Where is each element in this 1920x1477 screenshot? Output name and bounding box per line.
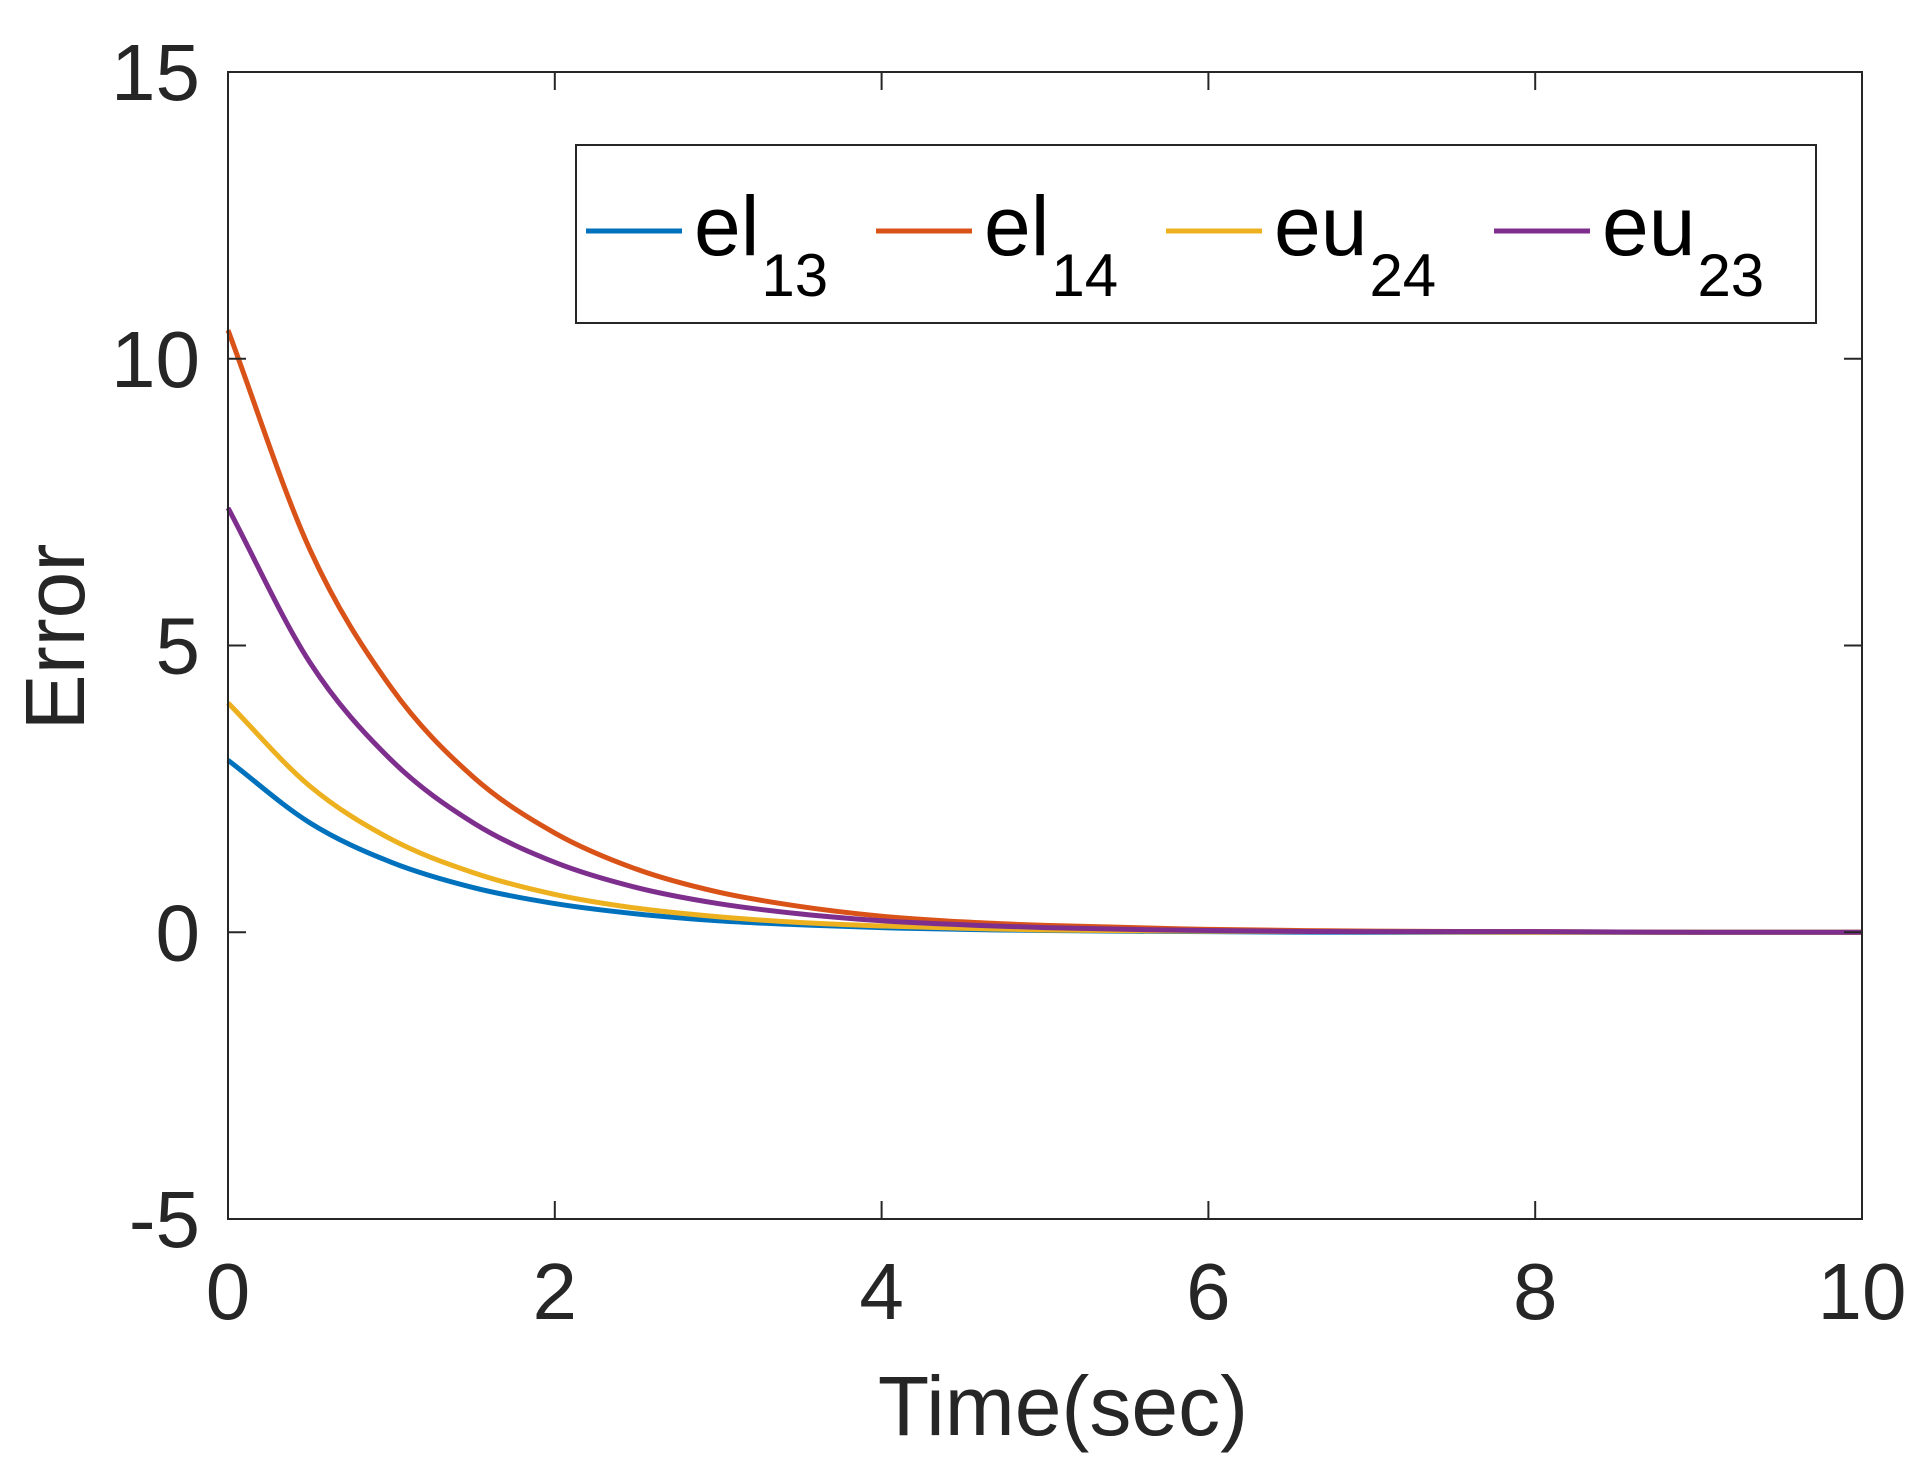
y-tick-label: -5: [129, 1175, 200, 1264]
y-tick-label: 5: [156, 602, 201, 691]
y-tick-label: 0: [156, 888, 201, 977]
y-axis-label: Error: [8, 544, 102, 731]
x-axis-label: Time(sec): [878, 1359, 1248, 1453]
legend-label-eu23: eu: [1602, 179, 1695, 273]
y-tick-label: 15: [111, 28, 200, 117]
series-layer: [225, 329, 1862, 935]
legend-subscript-eu24: 24: [1369, 242, 1436, 309]
legend-label-el13: el: [694, 179, 759, 273]
legend-subscript-el13: 13: [761, 242, 828, 309]
legend-box: [575, 144, 1817, 324]
legend-subscript-eu23: 23: [1697, 242, 1764, 309]
x-tick-label: 2: [533, 1247, 578, 1336]
legend-label-el14: el: [984, 179, 1049, 273]
legend-subscript-el14: 14: [1051, 242, 1118, 309]
x-tick-label: 8: [1513, 1247, 1558, 1336]
x-tick-label: 4: [859, 1247, 904, 1336]
y-tick-label: 10: [111, 315, 200, 404]
x-tick-label: 6: [1186, 1247, 1231, 1336]
series-line-eu23: [225, 506, 1862, 935]
legend-label-eu24: eu: [1274, 179, 1367, 273]
y-axis-ticks: -5 0 5 10 15: [111, 28, 1862, 1264]
x-tick-label: 0: [206, 1247, 251, 1336]
x-axis-ticks: 0 2 4 6 8 10: [206, 72, 1907, 1336]
x-tick-label: 10: [1818, 1247, 1907, 1336]
